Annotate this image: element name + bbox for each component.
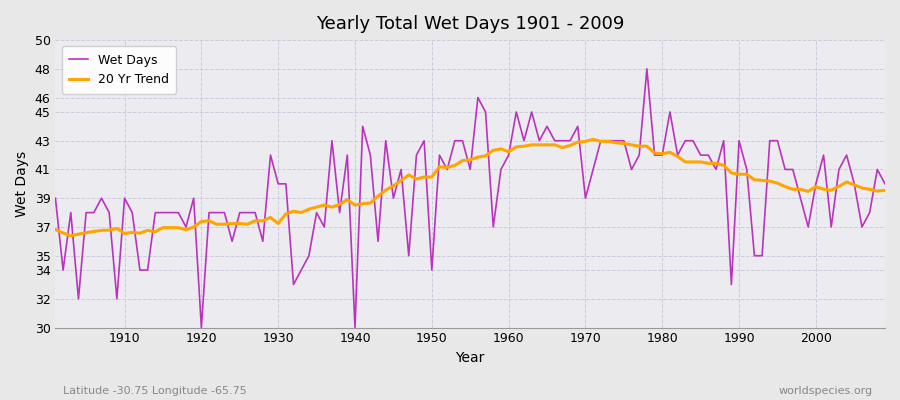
Wet Days (642, 66, 652, 71)
X-axis label: Year: Year (455, 351, 485, 365)
Wet Days (879, 182, 890, 186)
20 Yr Trend (588, 137, 598, 142)
Wet Days (503, 153, 514, 158)
Wet Days (288, 282, 299, 287)
Wet Days (50, 196, 61, 201)
20 Yr Trend (503, 149, 514, 154)
Line: Wet Days: Wet Days (56, 69, 885, 328)
20 Yr Trend (66, 234, 77, 238)
20 Yr Trend (511, 144, 522, 149)
Text: worldspecies.org: worldspecies.org (778, 386, 873, 396)
20 Yr Trend (119, 231, 130, 236)
20 Yr Trend (50, 227, 61, 232)
20 Yr Trend (334, 202, 345, 207)
Wet Days (603, 138, 614, 143)
Text: Latitude -30.75 Longitude -65.75: Latitude -30.75 Longitude -65.75 (63, 386, 247, 396)
20 Yr Trend (879, 188, 890, 193)
Wet Days (334, 210, 345, 215)
Title: Yearly Total Wet Days 1901 - 2009: Yearly Total Wet Days 1901 - 2009 (316, 15, 625, 33)
Line: 20 Yr Trend: 20 Yr Trend (56, 139, 885, 236)
20 Yr Trend (288, 209, 299, 214)
20 Yr Trend (611, 140, 622, 145)
Legend: Wet Days, 20 Yr Trend: Wet Days, 20 Yr Trend (62, 46, 176, 94)
Y-axis label: Wet Days: Wet Days (15, 151, 29, 217)
Wet Days (196, 325, 207, 330)
Wet Days (511, 110, 522, 114)
Wet Days (112, 296, 122, 301)
